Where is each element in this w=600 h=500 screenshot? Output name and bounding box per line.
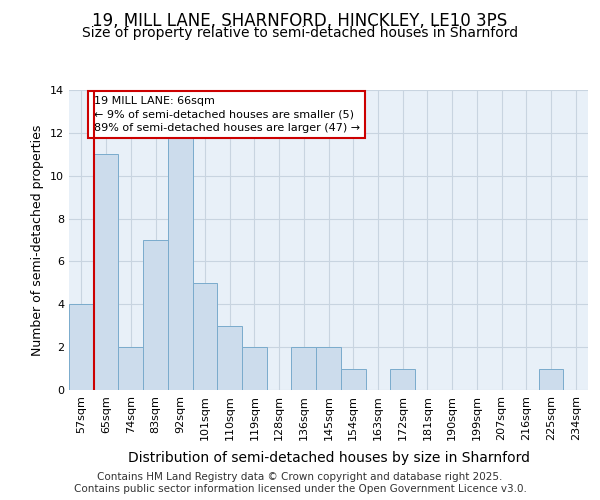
Text: 19 MILL LANE: 66sqm
← 9% of semi-detached houses are smaller (5)
89% of semi-det: 19 MILL LANE: 66sqm ← 9% of semi-detache… [94, 96, 360, 133]
Bar [242, 347, 267, 390]
Bar [292, 347, 316, 390]
Bar [69, 304, 94, 390]
Y-axis label: Number of semi-detached properties: Number of semi-detached properties [31, 124, 44, 356]
Bar [168, 133, 193, 390]
Bar [341, 368, 365, 390]
Bar [217, 326, 242, 390]
Bar [143, 240, 168, 390]
Bar [316, 347, 341, 390]
X-axis label: Distribution of semi-detached houses by size in Sharnford: Distribution of semi-detached houses by … [128, 451, 530, 465]
Bar [390, 368, 415, 390]
Text: 19, MILL LANE, SHARNFORD, HINCKLEY, LE10 3PS: 19, MILL LANE, SHARNFORD, HINCKLEY, LE10… [92, 12, 508, 30]
Text: Contains HM Land Registry data © Crown copyright and database right 2025.
Contai: Contains HM Land Registry data © Crown c… [74, 472, 526, 494]
Bar [118, 347, 143, 390]
Bar [94, 154, 118, 390]
Bar [193, 283, 217, 390]
Text: Size of property relative to semi-detached houses in Sharnford: Size of property relative to semi-detach… [82, 26, 518, 40]
Bar [539, 368, 563, 390]
